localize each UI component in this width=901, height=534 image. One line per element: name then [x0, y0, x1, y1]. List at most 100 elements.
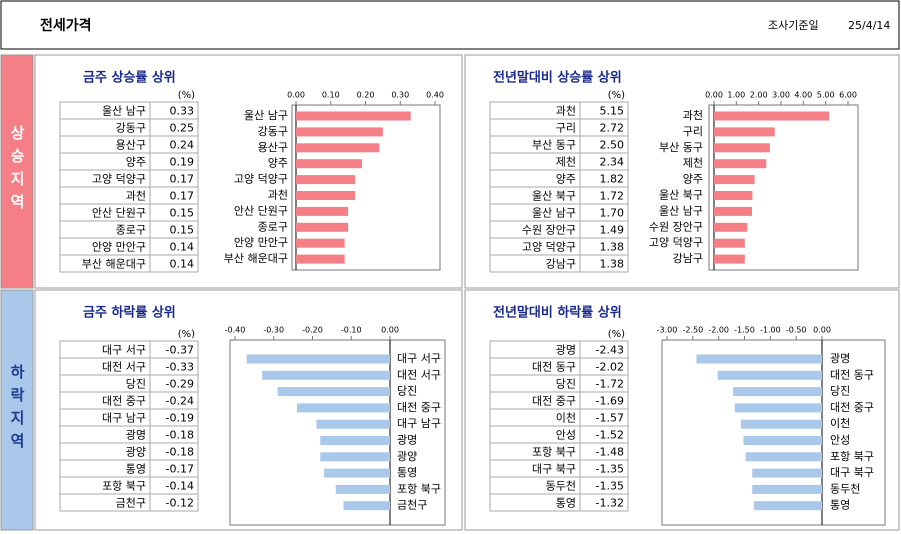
bar — [696, 354, 822, 364]
table-name: 대전 서구 — [102, 361, 146, 374]
panel — [34, 289, 463, 531]
table-value: -1.48 — [596, 446, 624, 459]
x-tick-label: 0.00 — [381, 326, 399, 335]
bar — [743, 436, 822, 445]
bar-label: 포항 북구 — [397, 482, 441, 495]
table-name: 부산 동구 — [532, 139, 576, 152]
table-name: 통영 — [556, 497, 576, 510]
bar — [335, 484, 390, 494]
x-tick-label: -2.50 — [682, 326, 703, 335]
table-name: 과천 — [556, 104, 576, 118]
bar — [296, 238, 345, 248]
section-label: 하락지역 — [8, 364, 26, 456]
table-name: 대구 남구 — [102, 412, 146, 425]
page-title: 전세가격 — [40, 17, 92, 34]
x-tick-label: -3.00 — [657, 326, 678, 335]
table-value: -0.18 — [166, 429, 194, 442]
bar-label: 안성 — [830, 434, 850, 447]
table-name: 양주 — [556, 173, 576, 186]
table-name: 대전 동구 — [532, 361, 576, 374]
bar-label: 구리 — [683, 125, 703, 138]
table-value: -0.29 — [166, 378, 194, 391]
bar — [714, 143, 770, 153]
table-name: 수원 장안구 — [522, 224, 576, 237]
table-value: -1.52 — [596, 429, 624, 442]
panel-title: 금주 상승률 상위 — [83, 71, 176, 86]
panel-title: 전년말대비 상승률 상위 — [493, 70, 622, 86]
table-value: -1.69 — [596, 395, 624, 408]
table-name: 양주 — [126, 156, 146, 169]
bar — [714, 111, 830, 121]
panel — [34, 54, 463, 289]
table-name: 통영 — [126, 463, 146, 476]
table-value: -0.18 — [166, 446, 194, 459]
bar — [296, 206, 349, 216]
table-value: -0.24 — [166, 395, 194, 408]
bar-label: 부산 해운대구 — [224, 251, 288, 265]
x-tick-label: 0.00 — [705, 91, 723, 100]
table-name: 울산 남구 — [102, 105, 146, 118]
bar-label: 동두천 — [830, 481, 860, 495]
bar-label: 금천구 — [397, 498, 427, 512]
table-value: -2.02 — [596, 361, 624, 374]
bar-label: 대구 남구 — [397, 417, 441, 430]
plot-box — [708, 104, 859, 271]
x-tick-label: 0.00 — [813, 326, 831, 335]
table-name: 대전 중구 — [532, 395, 576, 408]
table-value: 5.15 — [600, 105, 625, 118]
table-value: 1.38 — [600, 241, 625, 254]
table-name: 광양 — [126, 446, 146, 459]
table-cell — [579, 493, 629, 512]
bar-label: 당진 — [397, 385, 417, 398]
x-tick-label: 2.00 — [750, 91, 768, 100]
bar — [296, 159, 363, 169]
x-tick-label: 0.40 — [426, 91, 444, 100]
table-name: 대전 중구 — [102, 395, 146, 408]
bar — [316, 419, 390, 429]
x-tick-label: 0.10 — [322, 91, 340, 100]
bar — [343, 501, 390, 511]
table-value: 2.72 — [600, 122, 625, 135]
plot-box — [229, 339, 446, 526]
table-value: 1.72 — [600, 190, 625, 203]
section-band — [0, 54, 34, 289]
x-tick-label: 4.00 — [794, 91, 812, 100]
bar-label: 용산구 — [258, 141, 288, 154]
bar — [740, 419, 822, 429]
table-name: 종로구 — [116, 224, 146, 237]
table-name: 구리 — [556, 122, 576, 135]
table-name: 강동구 — [116, 122, 146, 135]
table-value: 0.17 — [170, 173, 195, 186]
bar-label: 양주 — [268, 157, 288, 170]
bar-label: 수원 장안구 — [649, 220, 703, 233]
table-value: -1.72 — [596, 378, 624, 391]
x-tick-label: -1.50 — [734, 326, 755, 335]
table-name: 광명 — [556, 344, 576, 357]
table-value: 0.14 — [170, 241, 195, 254]
table-cell — [149, 254, 199, 273]
bar-label: 이천 — [830, 416, 850, 430]
x-tick-label: -0.40 — [225, 326, 246, 335]
x-tick-label: -2.00 — [708, 326, 729, 335]
table-value: 0.15 — [170, 207, 195, 220]
bar-label: 통영 — [397, 466, 417, 479]
bar-label: 포항 북구 — [830, 450, 874, 463]
table-cell — [579, 254, 629, 273]
table-name: 안산 단원구 — [92, 207, 146, 220]
x-tick-label: 1.00 — [727, 91, 745, 100]
table-value: 0.14 — [170, 258, 195, 271]
bar — [752, 484, 822, 494]
bar-label: 광양 — [397, 450, 417, 463]
x-tick-label: -0.30 — [263, 326, 284, 335]
x-tick-label: -1.00 — [760, 326, 781, 335]
bar — [714, 175, 755, 185]
bar-label: 부산 동구 — [659, 141, 703, 154]
table-name: 광명 — [126, 429, 146, 442]
panel — [464, 289, 900, 531]
table-name: 안양 만안구 — [92, 241, 146, 254]
bar — [714, 159, 767, 169]
bar — [717, 370, 822, 380]
x-tick-label: -0.10 — [341, 326, 362, 335]
x-tick-label: 3.00 — [772, 91, 790, 100]
bar — [324, 468, 390, 478]
